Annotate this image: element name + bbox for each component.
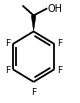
Text: F: F	[57, 66, 62, 75]
Text: F: F	[31, 88, 36, 97]
Polygon shape	[31, 15, 36, 31]
Text: OH: OH	[48, 4, 63, 14]
Text: F: F	[5, 39, 10, 47]
Text: F: F	[5, 66, 10, 75]
Text: F: F	[57, 39, 62, 47]
